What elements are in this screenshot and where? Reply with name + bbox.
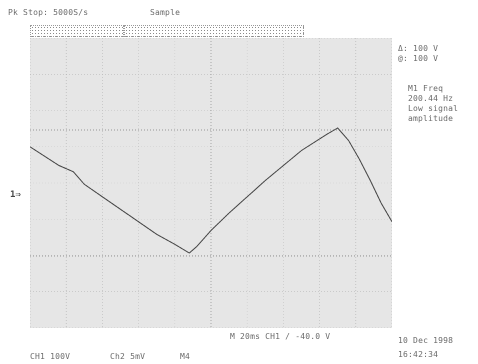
channel-marker: 1⇒ xyxy=(10,190,21,200)
acquisition-status: Pk Stop: 5000S/s xyxy=(8,8,89,17)
measure-line-1: M1 Freq xyxy=(408,84,444,93)
at-readout: @: 100 V xyxy=(398,54,439,63)
measure-line-3: Low signal xyxy=(408,104,459,113)
waveform-trace xyxy=(30,127,392,254)
ch1-scale: CH1 100V xyxy=(30,352,71,361)
delta-readout: Δ: 100 V xyxy=(398,44,439,53)
header-bar-right xyxy=(124,25,304,37)
measure-line-2: 200.44 Hz xyxy=(408,94,454,103)
measure-line-4: amplitude xyxy=(408,114,454,123)
trigger-readout: M 20ms CH1 / -40.0 V xyxy=(230,332,331,341)
time-readout: 16:42:34 xyxy=(398,350,439,359)
waveform-display xyxy=(30,38,392,328)
waveform-graticule xyxy=(30,38,392,328)
sample-mode: Sample xyxy=(150,8,181,17)
ch2-scale: Ch2 5mV xyxy=(110,352,146,361)
date-readout: 10 Dec 1998 xyxy=(398,336,454,345)
header-bar-left xyxy=(30,25,124,37)
math-label: M4 xyxy=(180,352,191,361)
